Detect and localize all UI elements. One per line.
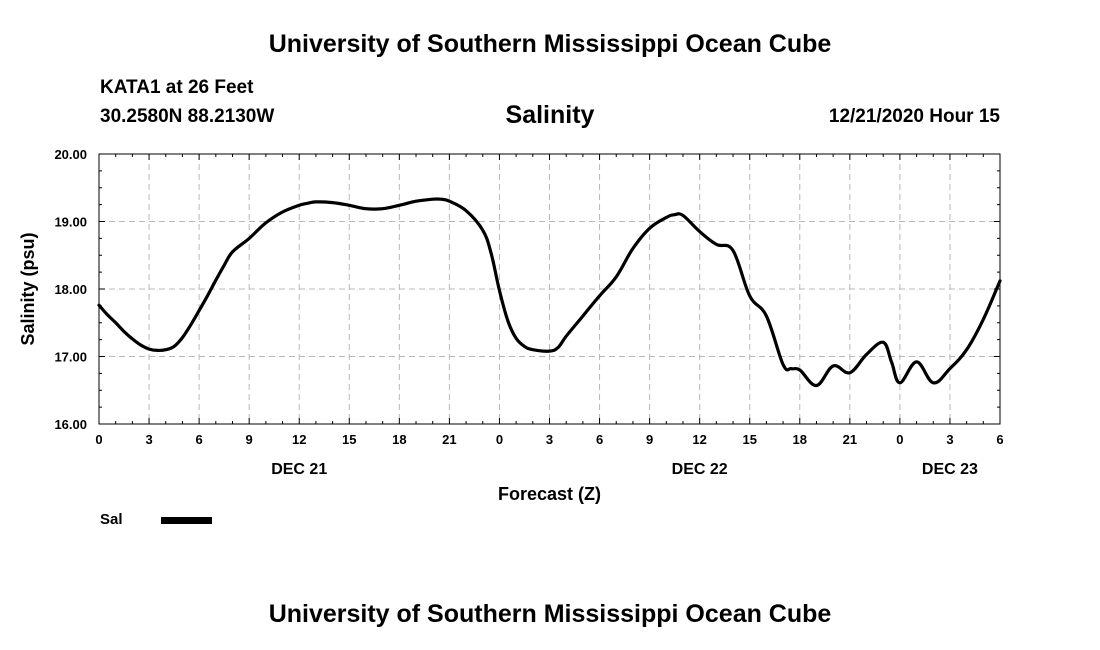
- legend-swatch: [161, 517, 212, 524]
- y-axis-label: Salinity (psu): [18, 232, 38, 345]
- y-tick-label: 19.00: [54, 215, 87, 230]
- day-label: DEC 21: [271, 461, 327, 478]
- y-tick-label: 20.00: [54, 147, 87, 162]
- x-axis-label: Forecast (Z): [498, 484, 601, 504]
- x-tick-label: 3: [946, 432, 953, 447]
- x-tick-label: 6: [596, 432, 603, 447]
- x-tick-label: 18: [793, 432, 807, 447]
- x-tick-label: 6: [996, 432, 1003, 447]
- day-label: DEC 22: [672, 461, 728, 478]
- x-tick-label: 9: [646, 432, 653, 447]
- x-tick-label: 0: [496, 432, 503, 447]
- x-tick-label: 0: [95, 432, 102, 447]
- day-labels: DEC 21 DEC 22 DEC 23: [271, 461, 978, 478]
- report-title: University of Southern Mississippi Ocean…: [268, 30, 832, 58]
- x-tick-label: 21: [442, 432, 456, 447]
- station-label: KATA1 at 26 Feet: [100, 77, 254, 98]
- x-tick-label: 15: [342, 432, 356, 447]
- day-label: DEC 23: [922, 461, 978, 478]
- x-tick-label: 9: [246, 432, 253, 447]
- x-tick-label: 3: [546, 432, 553, 447]
- x-tick-label: 15: [742, 432, 756, 447]
- salinity-series-line: [97, 197, 1002, 388]
- y-tick-labels: 16.00 17.00 18.00 19.00 20.00: [54, 147, 87, 432]
- x-tick-label: 18: [392, 432, 406, 447]
- footer-title: University of Southern Mississippi Ocean…: [268, 600, 832, 628]
- x-tick-label: 21: [843, 432, 857, 447]
- x-tick-label: 0: [896, 432, 903, 447]
- station-coordinates: 30.2580N 88.2130W: [100, 106, 275, 127]
- gridlines: [99, 154, 1000, 424]
- x-tick-label: 3: [145, 432, 152, 447]
- forecast-timestamp: 12/21/2020 Hour 15: [828, 106, 1000, 127]
- x-tick-label: 12: [292, 432, 306, 447]
- y-tick-label: 18.00: [54, 282, 87, 297]
- y-tick-label: 16.00: [54, 417, 87, 432]
- legend-label: Sal: [100, 511, 123, 528]
- x-tick-label: 12: [692, 432, 706, 447]
- x-tick-label: 6: [195, 432, 202, 447]
- y-tick-label: 17.00: [54, 350, 87, 365]
- chart-title: Salinity: [505, 101, 595, 129]
- plot-frame: [98, 153, 1001, 425]
- x-tick-labels: 0 3 6 9 12 15 18 21 0 3 6 9 12 15 18 21 0 3 6: [95, 432, 1003, 447]
